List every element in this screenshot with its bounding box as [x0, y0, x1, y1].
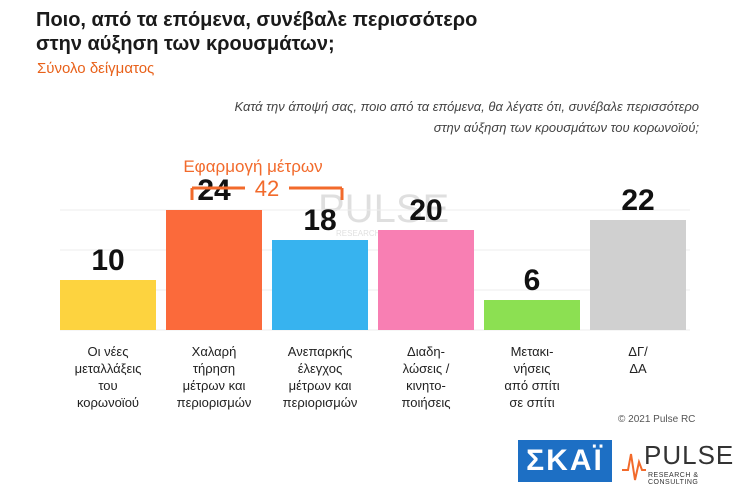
bar-value-label: 10 — [91, 244, 124, 277]
question-line-2: στην αύξηση των κρουσμάτων του κορωνοϊού… — [433, 120, 699, 135]
bar-value-label: 6 — [524, 264, 541, 297]
category-label: νήσεις — [514, 361, 551, 376]
category-label: Οι νέες — [88, 344, 129, 359]
bar-value-label: 24 — [197, 174, 231, 207]
pulse-wave-icon — [622, 453, 646, 481]
category-label: λώσεις / — [403, 361, 450, 376]
bar-value-label: 18 — [303, 204, 336, 237]
category-label: ΔΓ/ — [628, 344, 648, 359]
bar — [590, 220, 686, 330]
category-label: περιορισμών — [177, 395, 252, 410]
title-line-2: στην αύξηση των κρουσμάτων; — [36, 33, 335, 55]
bar — [272, 240, 368, 330]
copyright-text: © 2021 Pulse RC — [618, 414, 696, 425]
category-label: Ανεπαρκής — [288, 344, 352, 359]
bar — [60, 280, 156, 330]
category-label: περιορισμών — [283, 395, 358, 410]
category-label: ποιήσεις — [401, 395, 450, 410]
watermark-word: PULSE — [318, 187, 449, 231]
bar-value-label: 20 — [409, 194, 442, 227]
category-label: κινητο- — [406, 378, 446, 393]
category-label: μεταλλάξεις — [75, 361, 142, 376]
category-label: έλεγχος — [298, 361, 343, 376]
question-line-1: Κατά την άποψή σας, ποιο από τα επόμενα,… — [234, 99, 699, 114]
category-label: Μετακι- — [511, 344, 554, 359]
chart-subtitle: Σύνολο δείγματος — [37, 60, 155, 77]
bar — [378, 230, 474, 330]
pulse-logo-subtitle: RESEARCH & CONSULTING — [648, 472, 699, 486]
category-label: ΔΑ — [629, 361, 647, 376]
category-label: από σπίτι — [504, 378, 559, 393]
bar-value-label: 22 — [621, 184, 654, 217]
pulse-logo: PULSE RESEARCH & CONSULTING — [622, 440, 735, 486]
survey-question: Κατά την άποψή σας, ποιο από τα επόμενα,… — [99, 96, 699, 138]
category-label: Χαλαρή — [192, 344, 237, 359]
chart-title: Ποιο, από τα επόμενα, συνέβαλε περισσότε… — [36, 8, 556, 56]
skai-logo: ΣΚΑΪ — [518, 440, 612, 482]
category-label: τήρηση — [193, 361, 235, 376]
category-label: κορωνοϊού — [77, 395, 139, 410]
bar — [484, 300, 580, 330]
title-line-1: Ποιο, από τα επόμενα, συνέβαλε περισσότε… — [36, 9, 478, 31]
category-label: Διαδη- — [407, 344, 445, 359]
pulse-logo-word: PULSE — [644, 440, 735, 470]
bracket-value: 42 — [255, 176, 279, 201]
category-label: μέτρων και — [183, 378, 246, 393]
bracket-label: Εφαρμογή μέτρων — [183, 157, 322, 176]
category-label: σε σπίτι — [509, 395, 554, 410]
category-label: του — [98, 378, 117, 393]
bar — [166, 210, 262, 330]
category-label: μέτρων και — [289, 378, 352, 393]
